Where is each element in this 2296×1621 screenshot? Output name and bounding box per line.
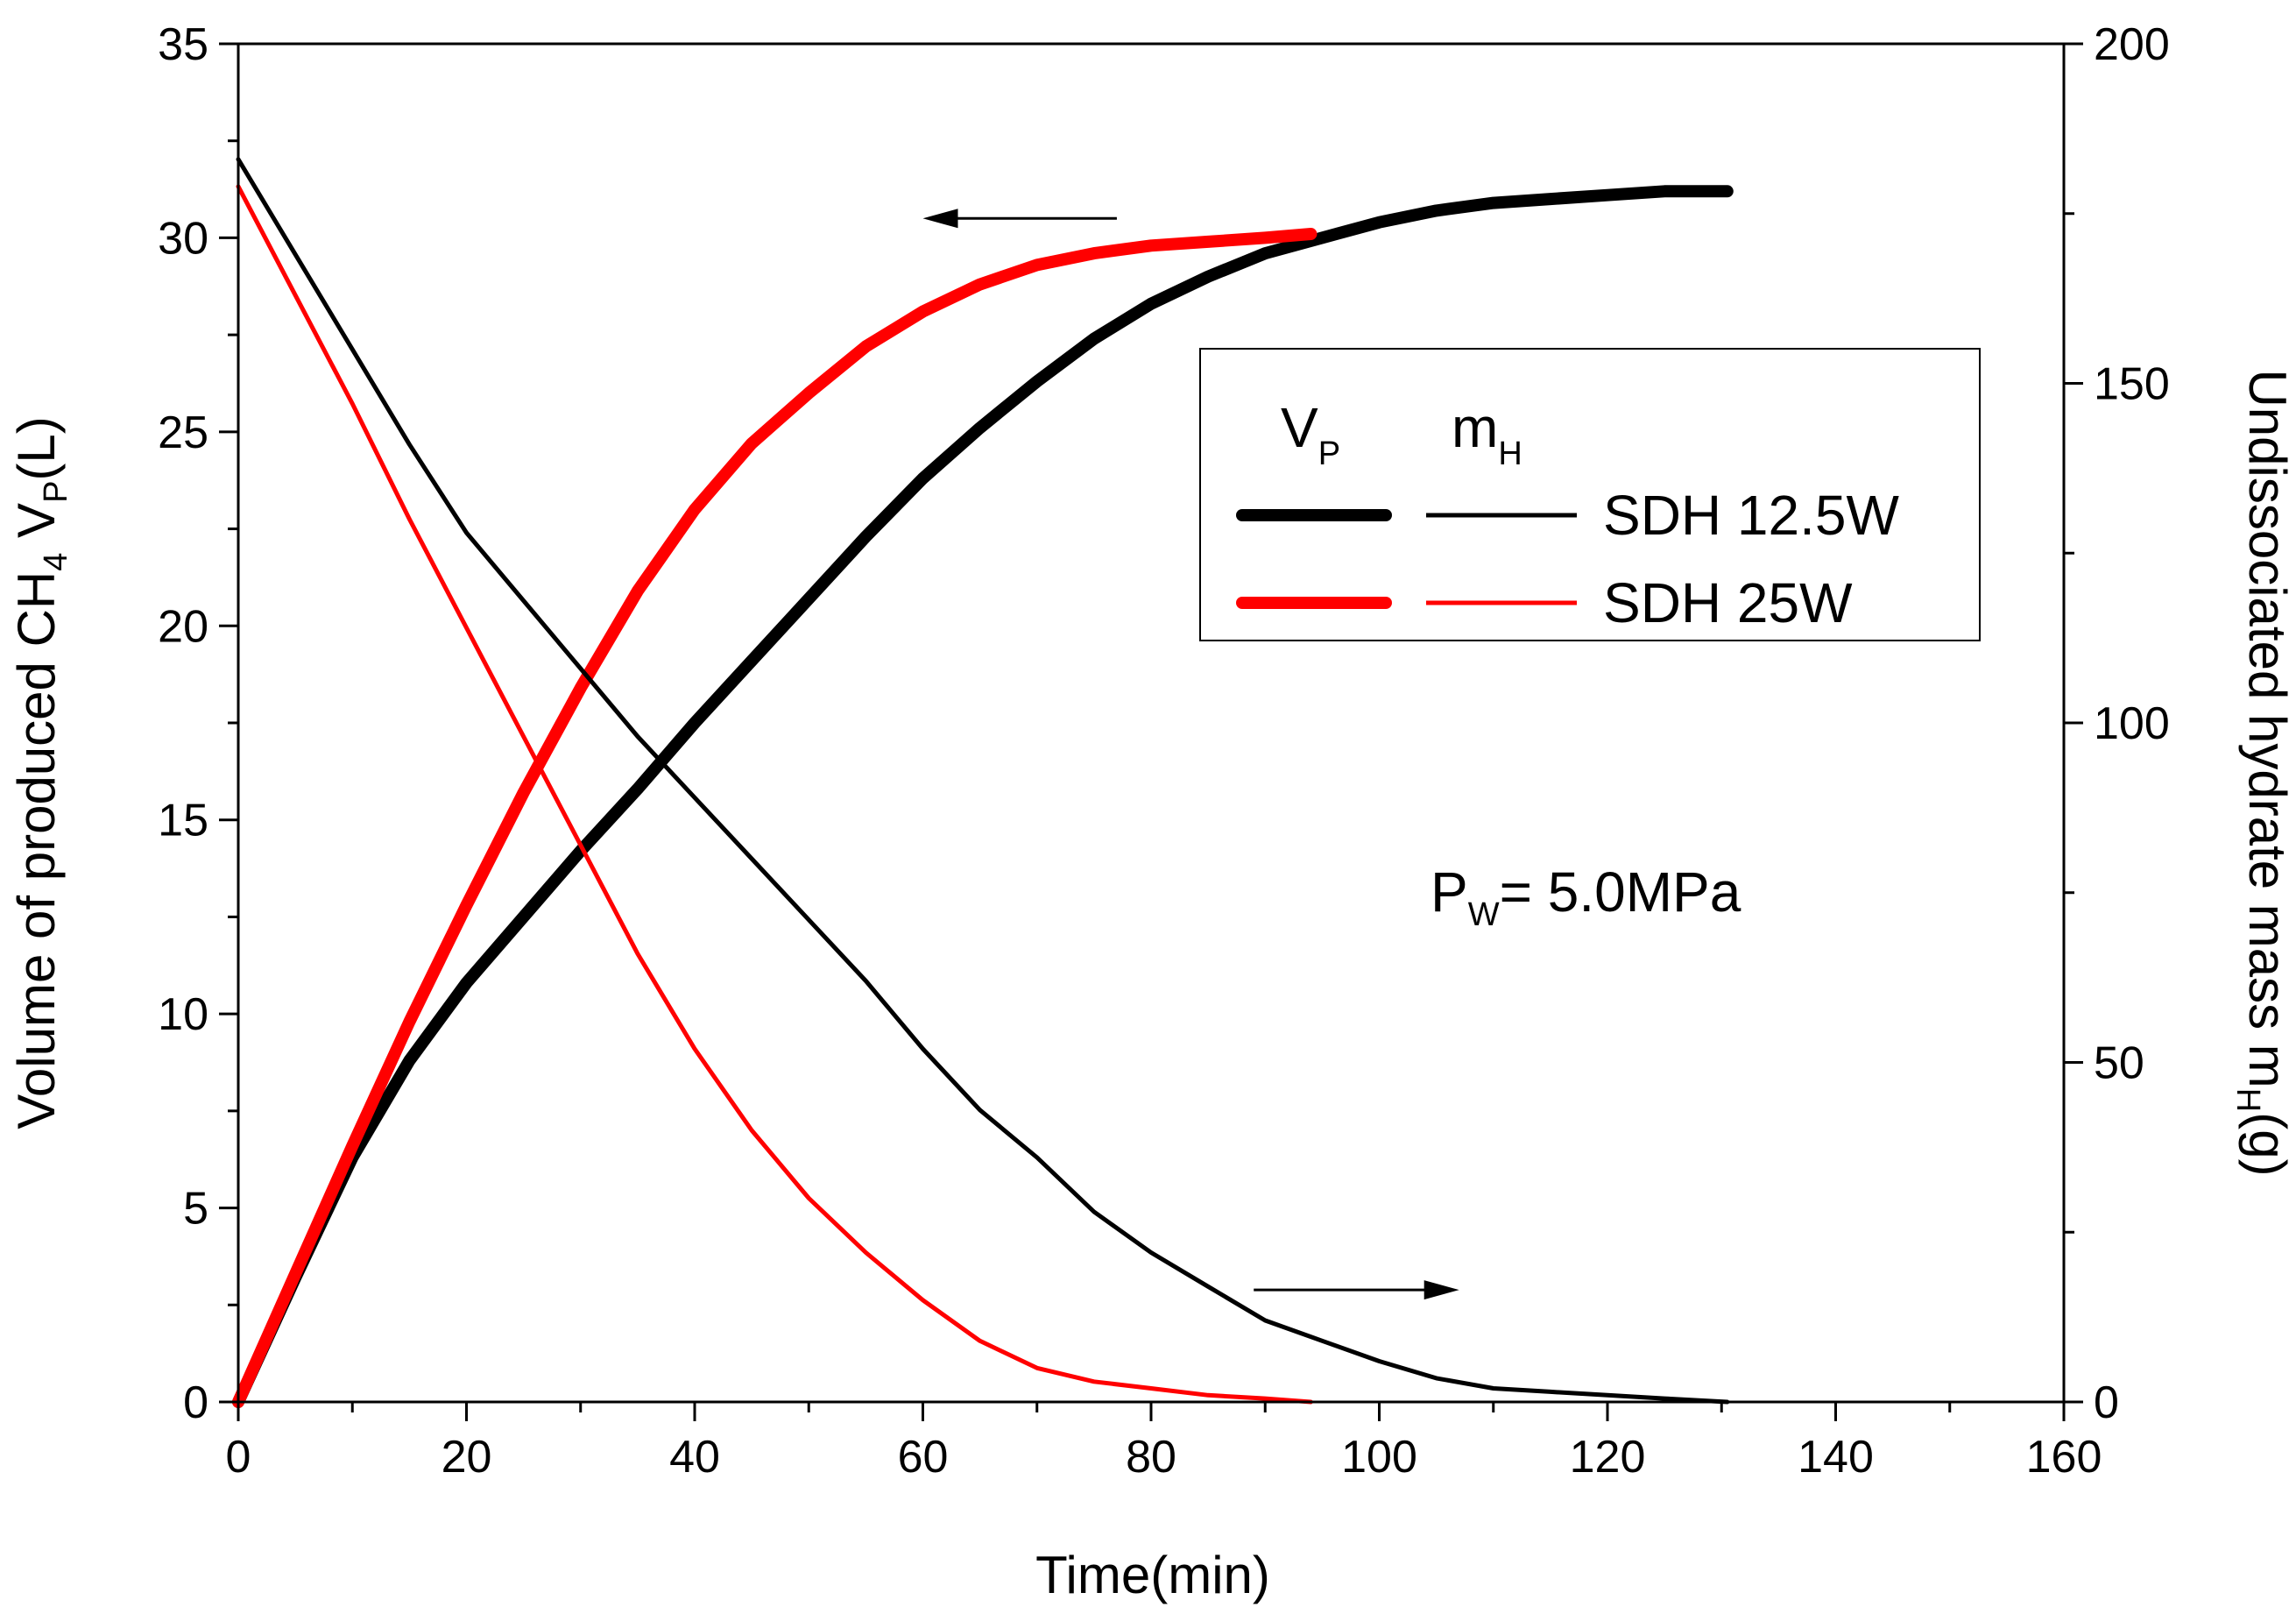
x-tick-label: 80 [1126,1432,1176,1483]
y-left-tick-label: 20 [158,601,208,652]
legend-header-vp: VP [1281,396,1340,472]
legend-entry-2: SDH 25W [1236,571,1853,634]
legend-header-mh-main: m [1452,396,1498,459]
x-axis-title: Time(min) [1035,1546,1270,1604]
y-right-title-sub: H [2229,1088,2266,1112]
y-left-title-end: (L) [7,416,66,480]
x-tick-label: 100 [1341,1432,1417,1483]
annotation-sub: W [1468,896,1500,933]
x-tick-label: 160 [2026,1432,2102,1483]
x-tick-label: 60 [898,1432,949,1483]
arrow-2 [1254,1280,1459,1300]
y-left-tick-label: 15 [158,796,208,846]
y-right-title-end: (g) [2238,1112,2296,1176]
y-right-tick-label: 200 [2094,19,2170,70]
y-right-tick-label: 0 [2094,1377,2119,1428]
annotation-main: P [1431,860,1468,924]
legend-header-vp-main: V [1281,396,1318,459]
y-left-title-main: Volume of produced CH [7,571,66,1129]
legend-label: SDH 25W [1603,571,1853,634]
y-right-tick-label: 50 [2094,1038,2144,1089]
y-right-tick-label: 100 [2094,698,2170,749]
series-line-2 [232,228,1318,1408]
y-left-tick-label: 0 [183,1377,208,1428]
y-right-title-main: Undissociated hydrate mass m [2238,369,2296,1087]
y-right-tick-label: 150 [2094,359,2170,410]
y-left-tick-label: 25 [158,407,208,458]
series-line-1 [232,185,1734,1408]
series-layer [232,157,1734,1408]
arrow-layer [922,209,1459,1300]
series-line-3 [236,157,1730,1405]
y-left-title-sub1: 4 [38,553,74,571]
x-tick-label: 40 [669,1432,720,1483]
annotation-rest: = 5.0MPa [1500,860,1741,924]
y-left-title-mid: V [7,503,66,553]
legend-header-mh-sub: H [1498,435,1522,472]
arrow-head [1424,1280,1459,1300]
legend-entries: SDH 12.5W SDH 25W [1236,484,1899,634]
legend-header-vp-sub: P [1318,435,1340,472]
y-left-tick-label: 35 [158,19,208,70]
series-line-4 [236,184,1313,1405]
y-left-title-sub2: P [38,481,74,503]
arrow-1 [922,209,1117,229]
arrow-head [922,209,958,229]
y-left-tick-label: 5 [183,1184,208,1235]
y-left-tick-label: 10 [158,989,208,1040]
y-left-tick-label: 30 [158,213,208,264]
tick-layer: 0 20 40 60 80 100 120 140 1600510152025303505010… [158,19,2170,1483]
legend: VP mH SDH 12.5W SDH 25W [1199,348,1981,641]
y-left-axis-title: Volume of produced CH4 VP(L) [7,416,74,1129]
legend-header-mh: mH [1452,396,1522,472]
pressure-annotation: PW= 5.0MPa [1431,860,1741,933]
x-tick-label: 120 [1570,1432,1646,1483]
legend-entry-1: SDH 12.5W [1236,484,1899,547]
x-tick-label: 140 [1798,1432,1874,1483]
x-tick-label: 20 [442,1432,492,1483]
legend-label: SDH 12.5W [1603,484,1899,547]
x-tick-label: 0 [226,1432,251,1483]
y-right-axis-title: Undissociated hydrate mass mH(g) [2229,369,2296,1176]
legend-box [1199,348,1981,641]
